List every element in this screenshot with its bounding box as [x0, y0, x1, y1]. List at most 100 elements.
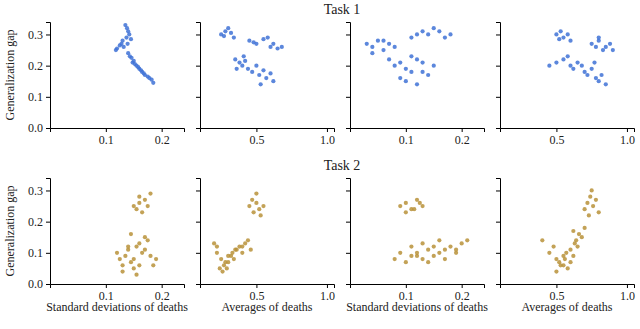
point: [590, 188, 594, 192]
y-tick-mark: [196, 253, 200, 254]
y-tick: [496, 253, 500, 254]
x-axis-label: Standard deviations of deaths: [346, 300, 488, 314]
point: [250, 70, 254, 74]
point: [420, 70, 424, 74]
point: [122, 45, 126, 49]
point: [143, 248, 147, 252]
point: [218, 266, 222, 270]
point: [420, 241, 424, 245]
point: [404, 260, 408, 264]
point: [426, 73, 430, 77]
point: [226, 26, 230, 30]
point: [247, 204, 251, 208]
point: [594, 76, 598, 80]
x-tick: 1.0: [320, 284, 335, 303]
y-tick-label: 0.0: [28, 121, 43, 135]
point: [137, 201, 141, 205]
point: [409, 254, 413, 258]
y-axis-label: Generalization gap: [3, 30, 17, 121]
point: [126, 244, 130, 248]
title: Task 1: [324, 2, 361, 17]
point: [146, 204, 150, 208]
point: [264, 76, 268, 80]
y-tick: [346, 190, 350, 191]
panel: 0.51.0Averages of deaths: [496, 179, 635, 315]
y-axis: [346, 23, 351, 129]
y-tick-mark: [496, 222, 500, 223]
y-tick-mark: [46, 284, 50, 285]
point: [151, 81, 155, 85]
point: [554, 32, 558, 36]
panel: 0.10.20.00.10.20.3Generalization gap: [3, 23, 185, 147]
point: [134, 207, 138, 211]
y-axis: [496, 23, 501, 129]
point: [415, 254, 419, 258]
point: [387, 57, 391, 61]
y-tick: [346, 128, 350, 129]
y-axis-label: Generalization gap: [3, 186, 17, 277]
panel: 0.10.2Standard deviations of deaths: [346, 179, 488, 315]
y-tick-mark: [496, 253, 500, 254]
y-tick-mark: [346, 190, 350, 191]
point: [590, 67, 594, 71]
point: [568, 260, 572, 264]
point: [246, 67, 250, 71]
x-tick-label: 0.1: [399, 133, 414, 147]
y-axis: [196, 179, 201, 285]
points: [547, 29, 615, 86]
point: [257, 207, 261, 211]
y-tick: [346, 34, 350, 35]
y-tick: [196, 97, 200, 98]
x-axis-label: Standard deviations of deaths: [46, 300, 188, 314]
x-axis-line: [501, 285, 635, 289]
y-tick-label: 0.2: [28, 59, 43, 73]
point: [554, 257, 558, 261]
point: [561, 57, 565, 61]
y-tick-mark: [496, 66, 500, 67]
points: [219, 26, 284, 86]
x-axis: 0.10.2: [351, 128, 485, 147]
x-axis-label: Averages of deaths: [221, 300, 312, 314]
point: [240, 244, 244, 248]
point: [219, 257, 223, 261]
point: [540, 238, 544, 242]
point: [259, 213, 263, 217]
y-tick: [346, 253, 350, 254]
x-axis-label-line: Standard deviations of deaths: [46, 300, 188, 314]
x-axis-label-line: Averages of deaths: [221, 300, 312, 314]
x-axis-label-line: Averages of deaths: [521, 300, 612, 314]
x-tick-label: 1.0: [620, 289, 635, 303]
y-tick: [196, 190, 200, 191]
point: [387, 42, 391, 46]
x-tick-label: 1.0: [320, 133, 335, 147]
x-tick: 0.1: [99, 128, 114, 147]
point: [426, 260, 430, 264]
x-tick: 0.5: [249, 128, 264, 147]
y-tick: 0.0: [28, 121, 50, 135]
point: [242, 54, 246, 58]
point: [223, 29, 227, 33]
point: [443, 35, 447, 39]
y-tick: [196, 34, 200, 35]
point: [415, 32, 419, 36]
point: [376, 39, 380, 43]
point: [230, 251, 234, 255]
y-tick-mark: [196, 34, 200, 35]
point: [251, 210, 255, 214]
y-tick-mark: [346, 97, 350, 98]
y-tick: 0.3: [28, 184, 50, 198]
point: [266, 35, 270, 39]
point: [588, 195, 592, 199]
point: [129, 232, 133, 236]
point: [225, 266, 229, 270]
y-tick: [346, 284, 350, 285]
point: [148, 191, 152, 195]
point: [381, 48, 385, 52]
point: [243, 59, 247, 63]
title: Task 2: [324, 158, 361, 173]
point: [571, 229, 575, 233]
point: [129, 37, 133, 41]
point: [370, 51, 374, 55]
y-tick: 0.2: [28, 59, 50, 73]
x-tick-mark: [256, 284, 257, 288]
